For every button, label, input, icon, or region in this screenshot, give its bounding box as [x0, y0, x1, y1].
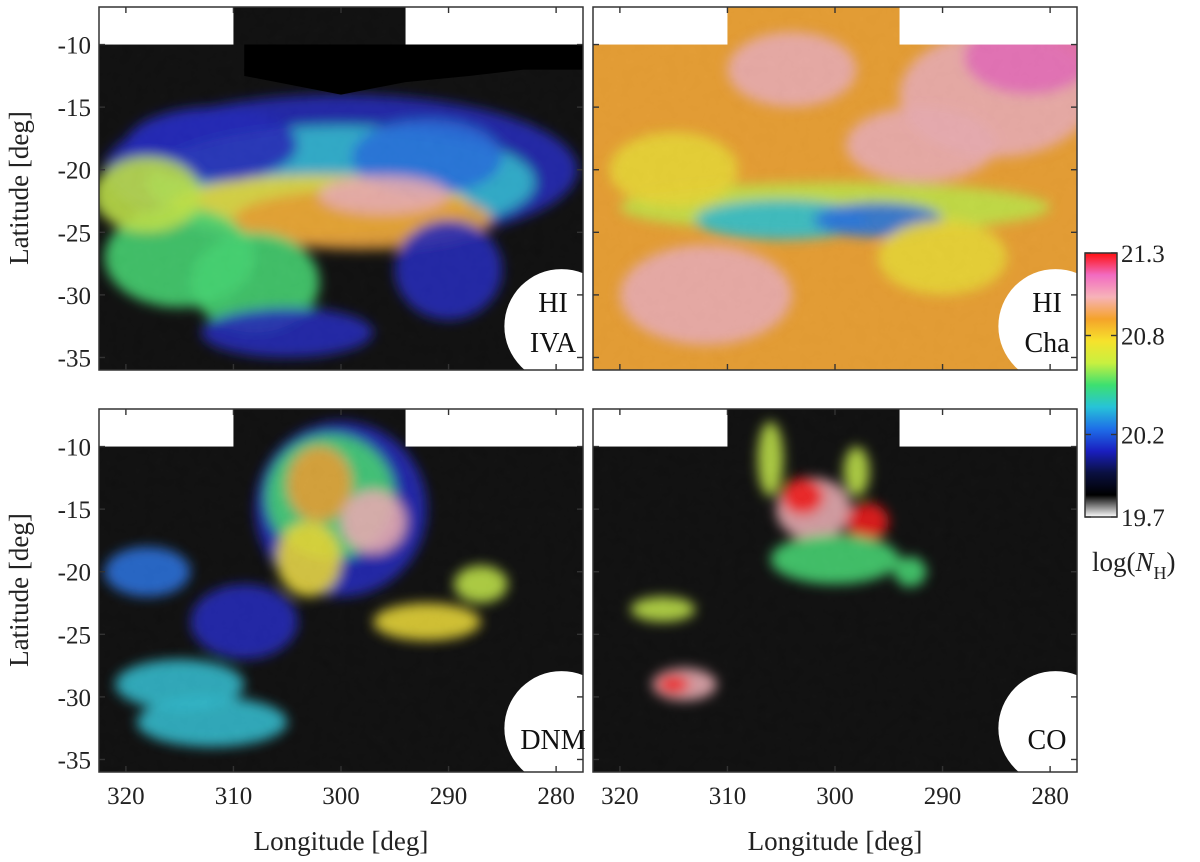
axis-labels: Longitude [deg] Longitude [deg] Latitude […: [4, 111, 922, 856]
panel-map: [99, 7, 583, 370]
colorbar-tick-label: 20.8: [1121, 324, 1165, 351]
colorbar-label-var: N: [1135, 547, 1156, 577]
y-tick-label: -35: [58, 345, 91, 372]
panel-label: IVA: [530, 328, 577, 359]
x-tick-label: 300: [816, 783, 854, 810]
panel-label: CO: [1028, 725, 1067, 756]
panel-label: HI: [538, 288, 568, 319]
panel-label: Cha: [1024, 328, 1070, 359]
x-tick-label: 290: [924, 783, 962, 810]
x-tick-label: 290: [430, 783, 468, 810]
y-tick-label: -15: [58, 497, 91, 524]
y-tick-label: -30: [58, 283, 91, 310]
y-tick-label: -25: [58, 622, 91, 649]
y-tick-label: -20: [58, 158, 91, 185]
panel-label: HI: [1032, 288, 1062, 319]
colorbar: 21.3 20.8 20.2 19.7 log(NH): [1084, 241, 1176, 583]
x-tick-label: 310: [215, 783, 253, 810]
x-tick-label: 280: [1031, 783, 1069, 810]
colorbar-tick-label: 20.2: [1121, 423, 1165, 450]
panel-map: [99, 409, 583, 772]
x-tick-label: 320: [107, 783, 145, 810]
colorbar-tick-label: 19.7: [1121, 505, 1165, 532]
y-tick-label: -35: [58, 747, 91, 774]
x-axis-label: Longitude [deg]: [748, 826, 923, 856]
masked-region: [593, 7, 1077, 370]
panel-3: -10 -15 -20 -25 -30 -35 320 310 300 290 280 DNM: [58, 408, 586, 810]
colorbar-label: log(NH): [1092, 547, 1176, 583]
panel-label: DNM: [520, 725, 585, 756]
y-axis-label: Latitude [deg]: [4, 111, 34, 265]
panel-map: [593, 409, 1077, 772]
y-tick-label: -10: [58, 435, 91, 462]
panel-2: HI Cha: [592, 6, 1078, 371]
panel-1: -10 -15 -20 -25 -30 -35 HI IVA: [58, 6, 584, 372]
y-tick-label: -20: [58, 560, 91, 587]
colorbar-label-suffix: ): [1167, 547, 1176, 577]
x-axis-label: Longitude [deg]: [254, 826, 429, 856]
masked-region: [593, 409, 1077, 772]
y-tick-label: -25: [58, 220, 91, 247]
y-tick-label: -15: [58, 95, 91, 122]
panels-layer: -10 -15 -20 -25 -30 -35 HI IVA HI Cha -10 -15 -20 -25…: [58, 6, 1078, 810]
colorbar-label-sub: H: [1154, 563, 1167, 583]
colorbar-bar: [1084, 252, 1118, 518]
x-tick-label: 310: [709, 783, 747, 810]
x-tick-label: 320: [601, 783, 639, 810]
colorbar-label-prefix: log(: [1092, 547, 1136, 577]
x-tick-label: 280: [537, 783, 575, 810]
x-tick-label: 300: [322, 783, 360, 810]
panel-4: 320 310 300 290 280 CO: [592, 408, 1078, 810]
panel-map: [593, 7, 1077, 370]
masked-region: [99, 7, 583, 370]
colorbar-tick-label: 21.3: [1121, 241, 1165, 268]
masked-region: [99, 409, 583, 772]
y-axis-label: Latitude [deg]: [4, 513, 34, 667]
y-tick-label: -30: [58, 685, 91, 712]
y-tick-label: -10: [58, 33, 91, 60]
